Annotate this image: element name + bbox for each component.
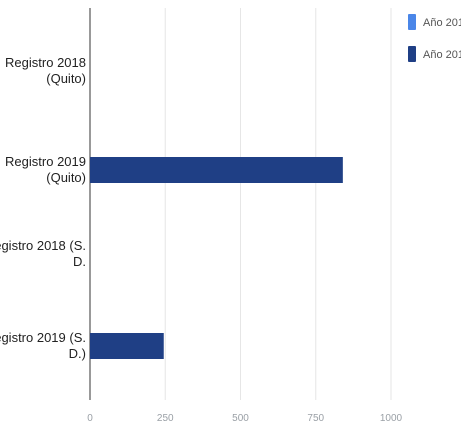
category-labels: Registro 2018(Quito)Registro 2019(Quito)…: [0, 55, 86, 361]
x-tick-label-500: 500: [232, 413, 249, 424]
category-label-2-line-2: (Quito): [46, 170, 86, 185]
category-label-4-line-2: D.): [69, 346, 86, 361]
legend-swatch-1: [408, 14, 416, 30]
category-label-1-line-1: Registro 2018: [5, 55, 86, 70]
legend-swatch-2: [408, 46, 416, 62]
x-tick-label-750: 750: [307, 413, 324, 424]
x-tick-label-1000: 1000: [380, 413, 403, 424]
category-label-1-line-2: (Quito): [46, 71, 86, 86]
legend-item-1[interactable]: Año 2018: [408, 14, 461, 30]
legend-label-1: Año 2018: [423, 17, 461, 29]
bars: [90, 157, 343, 359]
category-label-3-line-1: Registro 2018 (S.: [0, 238, 86, 253]
legend-label-2: Año 2019: [423, 49, 461, 61]
gridlines: [164, 8, 392, 400]
legend-item-2[interactable]: Año 2019: [408, 46, 461, 62]
category-label-3-line-2: D.: [73, 254, 86, 269]
category-label-4-line-1: Registro 2019 (S.: [0, 330, 86, 345]
bar-2-4: [90, 333, 164, 359]
x-tick-label-250: 250: [157, 413, 174, 424]
legend[interactable]: Año 2018 Año 2019: [408, 14, 461, 62]
bar-2-2: [90, 157, 343, 183]
x-tick-label-0: 0: [87, 413, 93, 424]
x-tick-labels: 0 250 500 750 1000: [87, 413, 402, 424]
category-label-2-line-1: Registro 2019: [5, 154, 86, 169]
